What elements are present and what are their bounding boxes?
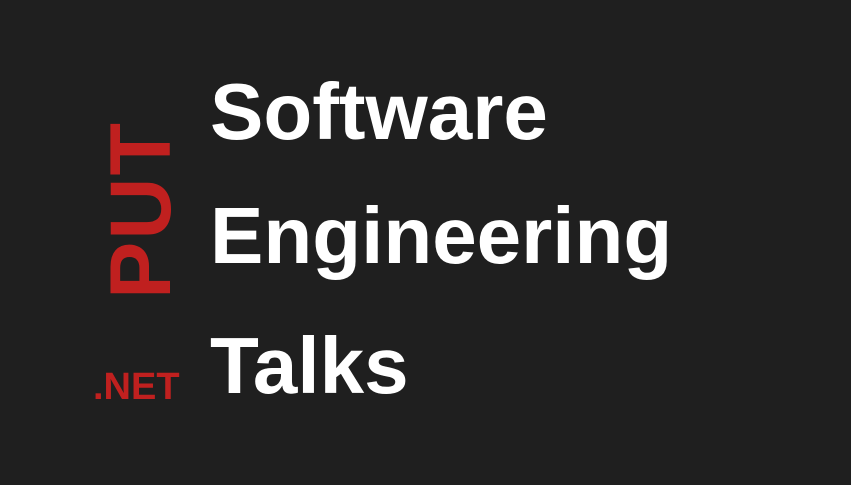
title-line-engineering: Engineering: [210, 191, 673, 280]
title-line-talks: Talks: [210, 321, 409, 410]
title-line-software: Software: [210, 67, 548, 156]
logo-suffix: .NET: [93, 366, 180, 408]
logo-vertical-text: PUT: [93, 121, 189, 299]
